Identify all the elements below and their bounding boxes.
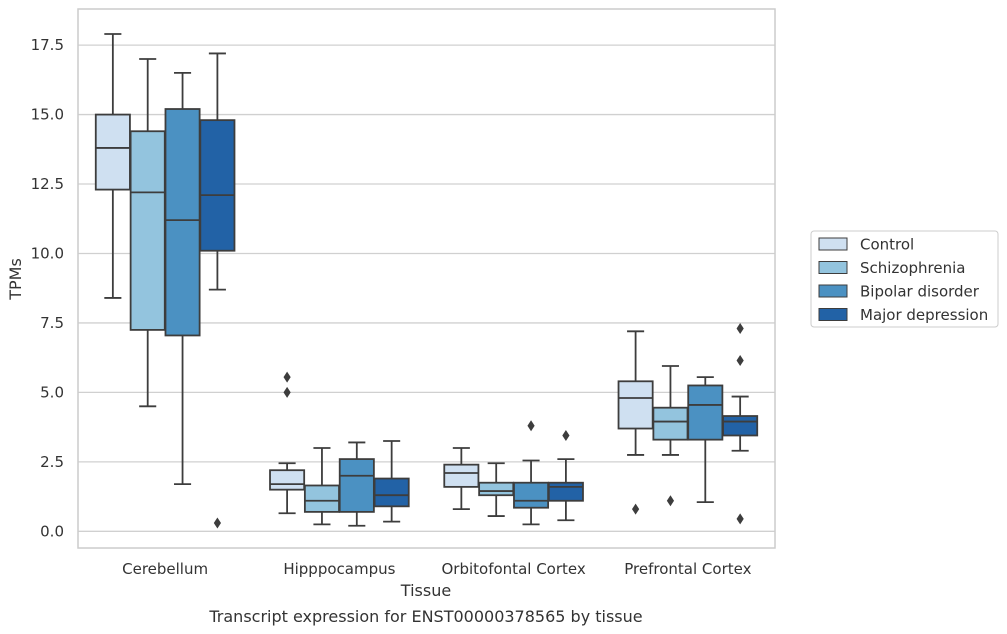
box-plot xyxy=(164,72,201,485)
x-tick-label: Prefrontal Cortex xyxy=(624,560,751,578)
y-tick-label: 12.5 xyxy=(31,175,64,193)
outlier-point xyxy=(527,420,535,432)
y-tick-label: 17.5 xyxy=(31,36,64,54)
chart-caption: Transcript expression for ENST0000037856… xyxy=(208,607,642,626)
box-iqr xyxy=(617,380,654,430)
box-iqr xyxy=(94,113,131,191)
y-tick-label: 5.0 xyxy=(40,383,64,401)
x-axis-ticks: Cerebellum Hipppocampus Orbitofontal Corte… xyxy=(122,560,751,578)
box-plot xyxy=(443,447,480,511)
box-iqr xyxy=(547,481,584,502)
y-tick-label: 15.0 xyxy=(31,106,64,124)
box-iqr xyxy=(303,484,340,513)
x-axis-label: Tissue xyxy=(400,581,451,600)
box-iqr xyxy=(373,477,410,508)
box-plot xyxy=(373,440,410,523)
legend: Control Schizophrenia Bipolar disorder Majo… xyxy=(810,230,999,328)
box-plot xyxy=(199,52,236,529)
box-iqr xyxy=(722,415,759,437)
box-iqr xyxy=(652,406,689,441)
outlier-point xyxy=(283,386,291,398)
box-iqr xyxy=(269,469,306,491)
outlier-point xyxy=(283,371,291,383)
x-tick-label: Hipppocampus xyxy=(283,560,395,578)
legend-label: Schizophrenia xyxy=(860,259,965,277)
legend-label: Major depression xyxy=(860,306,988,324)
box-plot xyxy=(687,376,724,504)
y-tick-label: 10.0 xyxy=(31,244,64,262)
x-tick-label: Orbitofontal Cortex xyxy=(442,560,586,578)
box-iqr xyxy=(199,119,236,252)
series-control xyxy=(94,33,654,515)
legend-swatch xyxy=(818,308,848,321)
legend-swatch xyxy=(818,237,848,251)
outlier-point xyxy=(562,429,570,441)
box-iqr xyxy=(164,108,201,337)
box-plot xyxy=(338,441,375,527)
y-axis-label: TPMs xyxy=(6,258,25,301)
series-schizophrenia xyxy=(129,58,689,526)
outlier-point xyxy=(213,517,221,529)
box-series xyxy=(94,33,759,529)
box-plot xyxy=(303,447,340,526)
outlier-point xyxy=(736,513,744,525)
legend-frame xyxy=(810,230,999,328)
outlier-point xyxy=(736,354,744,366)
series-major-depression xyxy=(199,52,759,529)
box-iqr xyxy=(443,463,480,488)
box-iqr xyxy=(338,458,375,513)
box-iqr xyxy=(478,481,515,497)
y-tick-label: 7.5 xyxy=(40,314,64,332)
box-plot xyxy=(478,462,515,517)
legend-label: Control xyxy=(860,236,914,254)
x-tick-label: Cerebellum xyxy=(122,560,208,578)
box-plot xyxy=(652,365,689,507)
box-plot xyxy=(269,371,306,515)
outlier-point xyxy=(632,503,640,515)
y-axis-ticks: 0.0 2.5 5.0 7.5 10.0 12.5 15.0 17.5 xyxy=(31,36,64,540)
y-tick-label: 0.0 xyxy=(40,522,64,540)
box-iqr xyxy=(687,384,724,441)
box-iqr xyxy=(513,481,550,509)
box-plot xyxy=(722,323,759,525)
legend-swatch xyxy=(818,261,848,274)
box-plot xyxy=(513,420,550,526)
box-plot xyxy=(617,330,654,515)
legend-label: Bipolar disorder xyxy=(860,283,980,301)
legend-swatch xyxy=(818,284,848,298)
outlier-point xyxy=(736,323,744,335)
box-plot xyxy=(129,58,166,408)
box-iqr xyxy=(129,130,166,331)
series-bipolar-disorder xyxy=(164,72,724,527)
outlier-point xyxy=(666,495,675,507)
y-tick-label: 2.5 xyxy=(40,453,64,471)
plot-frame xyxy=(77,8,776,549)
box-plot xyxy=(547,429,584,522)
box-plot xyxy=(94,33,131,299)
